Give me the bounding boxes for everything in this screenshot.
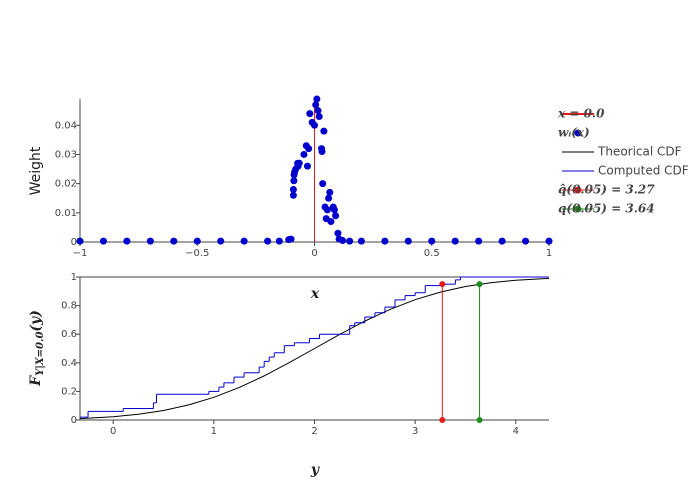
y-title-main: F [28,375,44,387]
point [439,281,446,288]
y-tick-label: 0.02 [55,179,77,190]
point [311,121,318,129]
point [315,113,323,121]
point [439,417,446,423]
legend-label: q̂(0.05) = 3.27 [558,183,655,197]
legend-label: x = 0.0 [557,107,605,121]
point [451,237,459,245]
point [289,191,297,199]
x-tick-label: 4 [513,426,519,437]
line [79,277,550,420]
y-axis-title: FY|X=0.0(y) [28,310,46,387]
y-tick-label: 0.2 [61,386,77,397]
point [326,188,334,196]
legend-marker [574,186,582,194]
point [289,185,297,193]
y-title-tail: (y) [28,310,44,331]
point [498,237,506,245]
y-tick-label: 0 [71,415,77,426]
x-tick-label: 2 [311,426,317,437]
x-tick-label: 0 [110,426,116,437]
point [99,237,107,245]
point [287,235,295,243]
y-tick-label: 0.03 [55,149,77,160]
point [334,229,342,237]
y-tick-label: 0.4 [61,358,77,369]
point [330,206,338,214]
point [332,212,340,220]
point [381,237,389,245]
point [146,237,154,245]
point [305,145,313,153]
point [319,180,327,188]
x-tick-label: −1 [73,248,88,259]
legend-label: Computed CDF [598,164,689,178]
y-tick-label: 0.6 [61,329,77,340]
point [306,110,314,118]
point [264,237,272,245]
point [404,237,412,245]
point [323,206,331,214]
x-tick-label: 3 [412,426,418,437]
point [346,237,354,245]
y-tick-label: 0 [71,237,77,248]
y-title-sub: Y|X=0.0 [35,332,46,376]
point [357,237,365,245]
legend-label: Theorical CDF [597,145,682,159]
legend-label: wᵢ(x) [558,126,590,140]
point [295,159,303,167]
x-tick-label: −0.5 [185,248,209,259]
point [476,417,483,423]
y-tick-label: 0.8 [61,301,77,312]
x-tick-label: 1 [211,426,217,437]
point [240,237,248,245]
point [339,237,347,245]
point [314,107,322,115]
point [313,95,321,103]
point [193,237,201,245]
point [300,150,308,158]
x-tick-label: 0 [311,248,317,259]
point [76,237,84,245]
legend-marker [574,129,582,137]
x-tick-label: 1 [546,248,552,259]
point [325,194,333,202]
point [475,237,483,245]
point [123,237,131,245]
point [545,237,553,245]
legend-label: q(0.05) = 3.64 [558,202,655,216]
y-tick-label: 0.04 [55,120,77,131]
point [170,237,178,245]
y-tick-label: 1 [71,272,77,283]
point [217,237,225,245]
legend-marker [574,205,582,213]
x-tick-label: 0.5 [424,248,440,259]
y-axis-title: Weight [28,146,44,195]
point [275,237,283,245]
y-tick-label: 0.01 [55,208,77,219]
point [318,148,326,156]
point [290,177,298,185]
point [320,127,328,135]
point [476,281,483,288]
x-axis-title: x [310,286,320,302]
point [522,237,530,245]
point [327,218,335,226]
point [303,162,311,170]
point [312,101,320,109]
point [428,237,436,245]
x-axis-title: y [310,462,320,478]
